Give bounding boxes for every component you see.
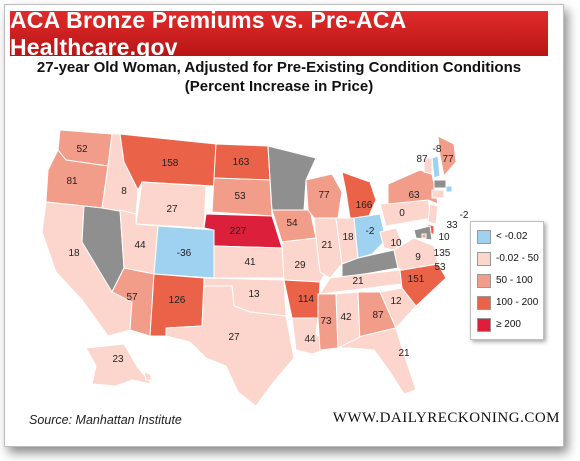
state-value-label: 166 (356, 200, 373, 211)
site-url: WWW.DAILYRECKONING.COM (332, 410, 560, 426)
state-value-label: 87 (372, 310, 384, 321)
state-ny (387, 169, 439, 205)
state-ma (433, 179, 447, 189)
state-value-label: 158 (162, 158, 179, 169)
state-value-label: 44 (304, 334, 316, 345)
legend-swatch (477, 229, 491, 244)
us-map: 52 81 18 8 158 27 44 57 -36 126 163 53 227 41 13 27 54 29… (20, 122, 540, 410)
us-map-svg: 52 81 18 8 158 27 44 57 -36 126 163 53 227 41 13 27 54 29… (41, 129, 469, 407)
state-value-label: 53 (234, 191, 246, 202)
state-value-label: 163 (233, 157, 250, 168)
state-value-label: 12 (390, 296, 402, 307)
state-value-label: -36 (177, 248, 192, 259)
state-value-label: 126 (169, 295, 186, 306)
state-wv (379, 227, 403, 251)
state-value-label: 0 (399, 208, 405, 219)
state-value-label: 9 (415, 252, 421, 263)
state-value-label: -2 (460, 210, 469, 221)
legend-item: ≥ 200 (477, 314, 543, 335)
state-value-label: 27 (228, 332, 240, 343)
subtitle-line-2: (Percent Increase in Price) (184, 78, 374, 95)
legend-swatch (477, 251, 491, 266)
state-dc (421, 233, 427, 239)
legend-swatch (477, 273, 491, 288)
state-value-label: 54 (286, 218, 298, 229)
state-fl (337, 327, 417, 395)
state-value-label: 77 (318, 190, 330, 201)
state-md (413, 225, 433, 241)
state-value-label: 21 (352, 276, 364, 287)
legend-item: 100 - 200 (477, 292, 543, 313)
state-ak (85, 343, 154, 387)
state-value-label: 8 (121, 186, 127, 197)
state-ct (431, 189, 445, 199)
state-value-label: 41 (244, 257, 256, 268)
state-value-label: 63 (408, 190, 420, 201)
state-value-label: 57 (126, 292, 138, 303)
legend-item: -0.02 - 50 (477, 248, 543, 269)
legend-label: < -0.02 (496, 231, 528, 242)
state-value-label: 23 (112, 354, 124, 365)
subtitle-line-1: 27-year Old Woman, Adjusted for Pre-Exis… (36, 59, 522, 76)
source-note: Source: Manhattan Institute (29, 413, 182, 427)
state-value-label: 27 (166, 204, 178, 215)
state-me (437, 135, 457, 178)
legend-item: < -0.02 (477, 226, 543, 247)
state-value-label: 10 (390, 238, 402, 249)
state-value-label: 87 (416, 154, 428, 165)
state-tx (165, 285, 295, 407)
state-value-label: 44 (134, 240, 146, 251)
state-value-label: 81 (66, 176, 78, 187)
map-legend: < -0.02 -0.02 - 50 50 - 100 100 - 200 ≥ 200 (470, 221, 544, 340)
state-value-label: 114 (298, 294, 314, 305)
state-value-label: -2 (366, 226, 375, 237)
state-oh (353, 213, 387, 259)
state-vt (423, 157, 433, 175)
state-value-label: -8 (433, 144, 442, 155)
state-value-label: 52 (76, 144, 88, 155)
state-hi (143, 371, 153, 381)
state-value-label: 33 (446, 220, 458, 231)
legend-label: ≥ 200 (496, 319, 521, 330)
state-mi (341, 171, 377, 219)
state-value-label: 73 (320, 316, 332, 327)
state-value-label: 135 (434, 248, 451, 259)
legend-swatch (477, 295, 491, 310)
legend-item: 50 - 100 (477, 270, 543, 291)
title-banner: ACA Bronze Premiums vs. Pre-ACA Healthca… (10, 7, 548, 60)
state-value-label: 21 (398, 348, 410, 359)
state-value-label: 13 (248, 289, 260, 300)
state-value-label: 10 (438, 232, 450, 243)
state-ri (445, 185, 453, 193)
state-value-label: 18 (68, 248, 80, 259)
state-value-label: 53 (434, 262, 446, 273)
state-value-label: 18 (342, 232, 354, 243)
state-value-label: 151 (408, 274, 425, 285)
state-nj (427, 203, 439, 225)
legend-label: 100 - 200 (496, 297, 539, 308)
legend-label: 50 - 100 (496, 275, 533, 286)
subtitle: 27-year Old Woman, Adjusted for Pre-Exis… (10, 58, 548, 96)
state-nh (431, 155, 441, 179)
legend-swatch (477, 317, 491, 332)
state-value-label: 21 (321, 240, 333, 251)
state-va (393, 237, 439, 271)
state-value-label: 227 (230, 226, 247, 237)
legend-label: -0.02 - 50 (496, 253, 539, 264)
state-mn (267, 145, 317, 211)
state-mo (281, 237, 327, 283)
state-value-label: 42 (340, 312, 352, 323)
state-value-label: 29 (294, 260, 306, 271)
state-value-label: 77 (442, 154, 454, 165)
state-ms (317, 293, 339, 351)
